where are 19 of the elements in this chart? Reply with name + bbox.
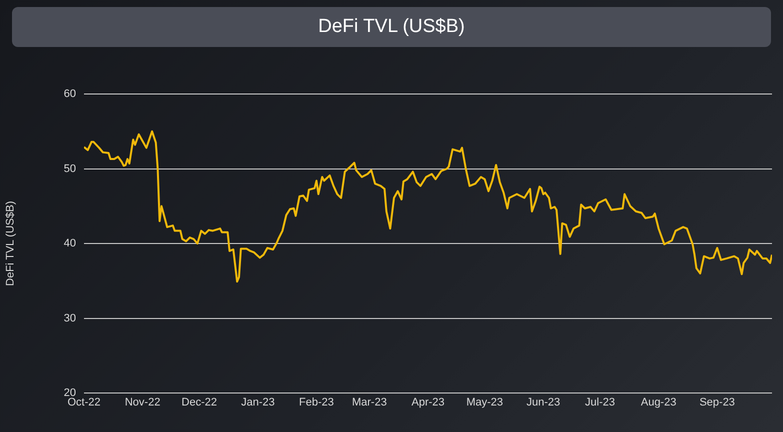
x-tick-label: Sep-23: [699, 396, 735, 409]
x-tick-label: Dec-22: [182, 396, 218, 409]
x-tick-label: Jan-23: [241, 396, 275, 409]
y-axis-title: DeFi TVL (US$B): [4, 201, 17, 286]
x-tick-label: Jul-23: [585, 396, 615, 409]
y-tick-label: 50: [64, 162, 76, 175]
y-tick-label: 40: [64, 238, 76, 250]
x-tick-label: Mar-23: [352, 396, 387, 409]
x-tick-label: Feb-23: [299, 396, 334, 409]
y-tick-label: 60: [64, 88, 76, 100]
x-tick-label: May-23: [466, 396, 504, 409]
x-tick-label: Nov-22: [124, 396, 160, 409]
y-tick-label: 30: [64, 312, 76, 324]
x-tick-label: Jun-23: [526, 396, 560, 409]
x-tick-label: Apr-23: [411, 396, 445, 409]
chart-title: DeFi TVL (US$B): [12, 7, 771, 47]
x-tick-label: Oct-22: [67, 396, 101, 409]
y-tick-label: 20: [64, 387, 76, 400]
x-tick-label: Aug-23: [640, 396, 676, 409]
